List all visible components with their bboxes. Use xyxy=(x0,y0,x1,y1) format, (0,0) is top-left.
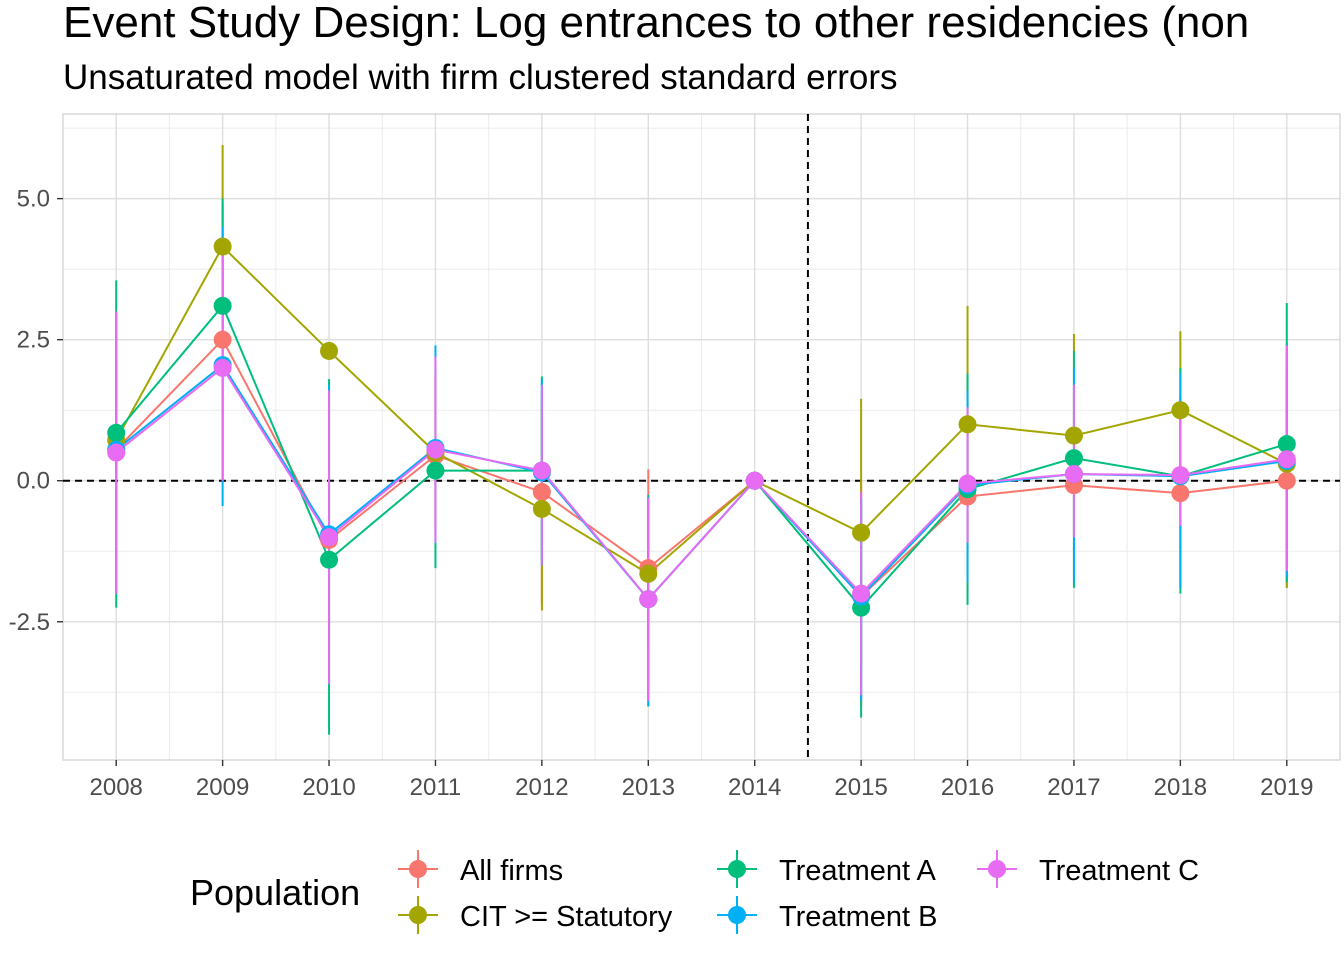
line-cit-statutory xyxy=(115,244,1288,576)
legend-title: Population xyxy=(190,872,360,913)
legend-key-point xyxy=(728,906,746,924)
series-points xyxy=(107,237,1296,617)
legend-key-point xyxy=(728,860,746,878)
point-treatment-a xyxy=(426,461,445,480)
x-tick-label: 2008 xyxy=(90,774,143,801)
legend-key-point xyxy=(409,860,427,878)
grid xyxy=(63,114,1340,760)
y-tick-label: 2.5 xyxy=(17,327,50,354)
point-treatment-a xyxy=(1064,449,1083,468)
point-treatment-a xyxy=(107,423,126,442)
x-tick-label: 2018 xyxy=(1154,774,1207,801)
x-tick-label: 2016 xyxy=(941,774,994,801)
x-tick-label: 2011 xyxy=(410,774,462,801)
point-cit-statutory xyxy=(532,499,551,518)
point-treatment-c xyxy=(958,474,977,493)
point-treatment-c xyxy=(107,443,126,462)
point-all-firms xyxy=(532,483,551,502)
y-tick-label: 5.0 xyxy=(17,186,50,213)
x-tick-label: 2012 xyxy=(515,774,568,801)
x-tick-label: 2010 xyxy=(302,774,355,801)
point-treatment-c xyxy=(426,440,445,459)
legend-label: Treatment B xyxy=(779,901,937,933)
point-all-firms xyxy=(1171,484,1190,503)
point-cit-statutory xyxy=(213,237,232,256)
x-tick-label: 2014 xyxy=(728,774,781,801)
line-treatment-c xyxy=(115,366,1287,601)
point-all-firms xyxy=(213,330,232,349)
point-treatment-a xyxy=(320,550,339,569)
point-treatment-c xyxy=(320,528,339,547)
point-cit-statutory xyxy=(852,523,871,542)
series-lines xyxy=(115,244,1288,610)
point-treatment-c xyxy=(213,358,232,377)
legend: Population All firms CIT >= Statutory Treat… xyxy=(190,850,1199,934)
axis-ticks: 2008 2009 2010 2011 2012 2013 2014 2015 2016 2017… xyxy=(9,186,1314,801)
chart-subtitle: Unsaturated model with firm clustered st… xyxy=(63,58,898,97)
point-treatment-a xyxy=(1277,435,1296,454)
x-tick-label: 2013 xyxy=(622,774,675,801)
point-cit-statutory xyxy=(958,415,977,434)
point-treatment-c xyxy=(1064,464,1083,483)
point-treatment-a xyxy=(213,296,232,315)
y-tick-label: -2.5 xyxy=(9,609,50,636)
legend-label: CIT >= Statutory xyxy=(460,901,673,933)
legend-label: All firms xyxy=(460,855,563,887)
y-tick-label: 0.0 xyxy=(17,468,50,495)
x-tick-label: 2009 xyxy=(196,774,249,801)
point-cit-statutory xyxy=(639,564,658,583)
legend-key-point xyxy=(988,860,1006,878)
point-cit-statutory xyxy=(1064,426,1083,445)
point-treatment-c xyxy=(1277,450,1296,469)
legend-key-point xyxy=(409,906,427,924)
legend-label: Treatment A xyxy=(779,855,937,887)
panel-frame xyxy=(62,113,1341,761)
point-cit-statutory xyxy=(320,341,339,360)
point-treatment-c xyxy=(852,584,871,603)
panel-border xyxy=(62,113,1341,761)
chart-title: Event Study Design: Log entrances to oth… xyxy=(63,0,1250,47)
point-cit-statutory xyxy=(1171,401,1190,420)
point-treatment-c xyxy=(639,590,658,609)
x-tick-label: 2015 xyxy=(834,774,887,801)
point-treatment-c xyxy=(745,471,764,490)
point-treatment-c xyxy=(1171,466,1190,485)
point-treatment-c xyxy=(532,461,551,480)
reference-lines xyxy=(63,114,1340,760)
point-all-firms xyxy=(1277,471,1296,490)
x-tick-label: 2019 xyxy=(1260,774,1313,801)
x-tick-label: 2017 xyxy=(1047,774,1100,801)
legend-label: Treatment C xyxy=(1039,855,1199,887)
